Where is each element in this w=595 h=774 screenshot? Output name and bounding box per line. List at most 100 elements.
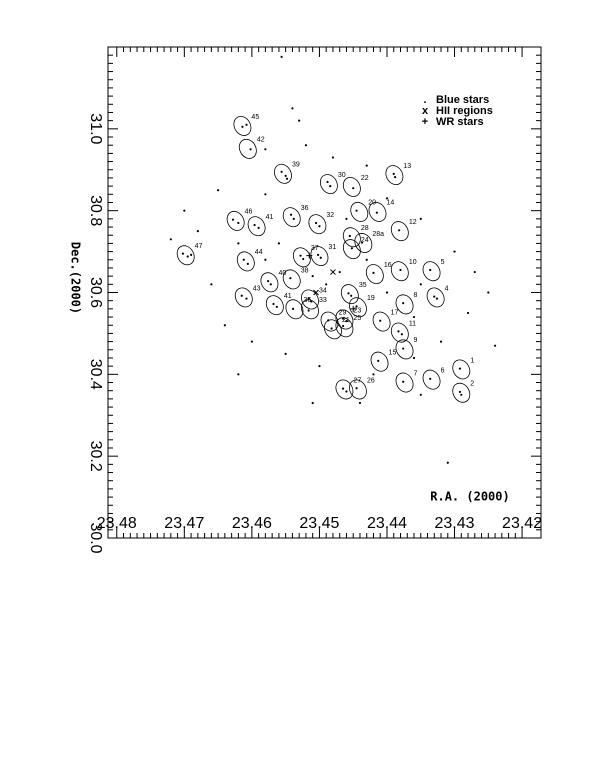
blue-star [372, 373, 375, 376]
blue-star [399, 268, 402, 272]
region-label: 24 [361, 237, 369, 244]
region-label: 28 [361, 225, 369, 232]
x-tick-label: 23.46 [232, 515, 272, 532]
blue-star [350, 247, 353, 250]
region-label: 34 [319, 287, 327, 294]
region-label: 42 [257, 137, 265, 144]
region-outline [319, 174, 338, 195]
region-label: 36 [301, 205, 309, 212]
blue-star [458, 367, 462, 370]
region-outline [226, 210, 245, 231]
blue-star [280, 55, 283, 58]
blue-star [266, 279, 270, 283]
region-label: 11 [409, 320, 416, 327]
region-outline [282, 269, 301, 290]
region-outline [395, 339, 414, 360]
blue-star [345, 217, 348, 220]
blue-star [400, 333, 403, 336]
region-label: 47 [195, 243, 203, 250]
blue-star [257, 226, 260, 229]
blue-star [412, 356, 416, 360]
hii-region [313, 289, 319, 296]
hii-region [330, 269, 336, 275]
blue-star [217, 189, 220, 192]
blue-star [304, 144, 308, 147]
region-outline [395, 372, 414, 393]
blue-star [402, 380, 405, 383]
blue-star [210, 283, 213, 286]
wr-star [350, 305, 357, 312]
blue-star [435, 297, 439, 300]
blue-star [253, 223, 256, 227]
blue-star [458, 390, 462, 394]
region-label: 9 [414, 337, 418, 344]
blue-star [249, 148, 252, 151]
region-label: 19 [367, 295, 375, 302]
y-tick-label: 30.8 [87, 195, 104, 226]
blue-star [329, 185, 332, 188]
region-outline [348, 379, 367, 400]
region-label: 25 [353, 315, 361, 322]
region-label: 22 [361, 175, 369, 182]
region-outline [335, 379, 354, 400]
x-tick-label: 23.48 [97, 515, 137, 532]
blue-star [419, 217, 422, 220]
blue-star [398, 229, 401, 232]
legend-marker: x [422, 105, 429, 117]
region-label: 28a [372, 231, 384, 238]
blue-star [189, 253, 193, 256]
region-outline [426, 287, 445, 308]
blue-star [330, 327, 333, 330]
region-label: 13 [403, 163, 411, 170]
blue-star [429, 268, 432, 272]
blue-star [377, 359, 380, 362]
region-outline [282, 207, 301, 228]
region-outline [348, 297, 367, 318]
region-outline [452, 382, 471, 403]
region-label: 2 [470, 381, 474, 388]
legend-label: HII regions [436, 105, 493, 117]
blue-star [240, 294, 243, 297]
y-tick-label: 30.0 [87, 522, 104, 553]
region-outline [368, 201, 387, 222]
blue-star [269, 283, 272, 286]
region-outline [292, 247, 311, 268]
blue-star [375, 211, 378, 214]
blue-star [360, 241, 364, 244]
region-label: 41 [266, 214, 274, 221]
blue-star [310, 300, 313, 303]
blue-star [264, 258, 267, 261]
blue-star [318, 225, 321, 228]
blue-star [298, 119, 301, 122]
region-label: 27 [353, 377, 361, 384]
y-tick-label: 30.2 [87, 441, 104, 472]
region-label: 10 [409, 259, 417, 266]
region-label: 4 [445, 285, 449, 292]
blue-star [433, 295, 436, 298]
region-outline [390, 221, 409, 242]
region-label: 20 [368, 200, 376, 207]
blue-star [289, 213, 293, 216]
blue-star [318, 365, 321, 368]
region-outline [350, 201, 369, 222]
blue-star [284, 174, 287, 177]
blue-star [181, 252, 185, 255]
y-tick-label: 30.4 [87, 359, 104, 390]
region-outline [370, 351, 389, 372]
blue-star [350, 294, 353, 297]
blue-star [326, 180, 329, 184]
blue-star [385, 197, 389, 200]
blue-star [325, 283, 328, 286]
blue-star [291, 107, 294, 110]
region-outline [233, 116, 252, 136]
blue-star [372, 271, 375, 274]
blue-star [412, 315, 416, 319]
region-label: 37 [311, 245, 319, 252]
region-label: 31 [328, 244, 336, 251]
wr-star [306, 252, 313, 259]
blue-star [397, 330, 400, 333]
blue-star [241, 125, 244, 128]
blue-star [264, 148, 267, 151]
blue-star [272, 302, 275, 306]
